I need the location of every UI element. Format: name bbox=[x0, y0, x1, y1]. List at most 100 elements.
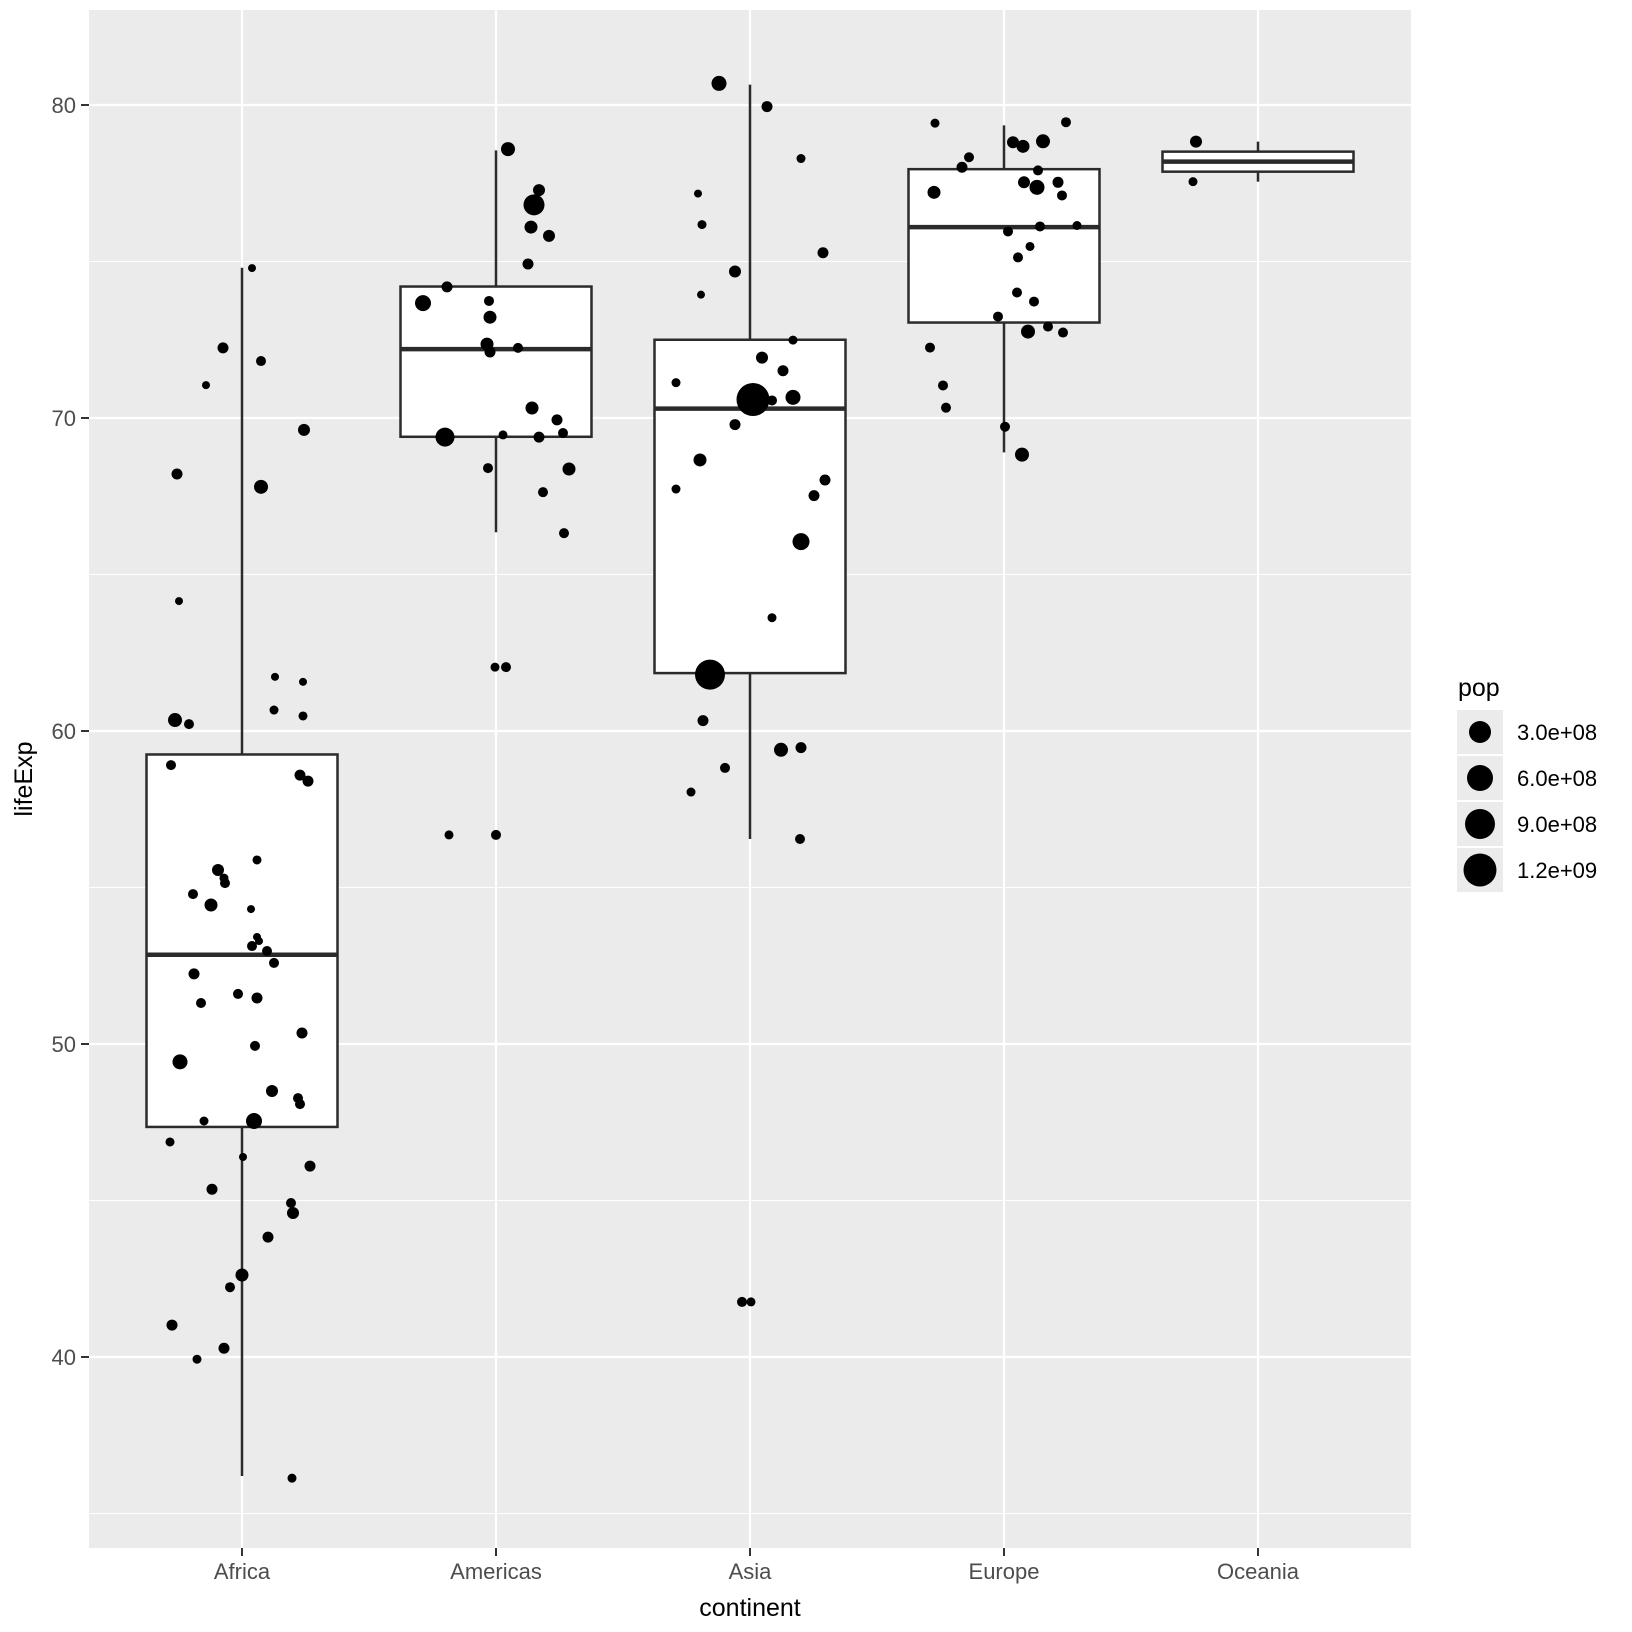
legend-key-label: 6.0e+08 bbox=[1517, 766, 1597, 791]
data-point bbox=[1058, 327, 1068, 338]
data-point bbox=[483, 310, 497, 324]
box-iqr bbox=[399, 285, 593, 439]
data-point bbox=[295, 1099, 305, 1110]
data-point bbox=[196, 997, 206, 1008]
data-point bbox=[1043, 321, 1053, 332]
data-point bbox=[1190, 135, 1202, 148]
data-point bbox=[737, 1296, 747, 1307]
data-point bbox=[250, 1040, 260, 1051]
data-point bbox=[204, 898, 218, 912]
data-point bbox=[938, 380, 948, 391]
legend-key-circle bbox=[1467, 765, 1493, 791]
data-point bbox=[686, 787, 696, 797]
data-point bbox=[269, 957, 279, 968]
x-tick-label-Africa: Africa bbox=[214, 1559, 271, 1584]
box-iqr bbox=[145, 753, 339, 1129]
legend-key-label: 9.0e+08 bbox=[1517, 812, 1597, 837]
data-point bbox=[217, 342, 229, 354]
x-tick-label-Oceania: Oceania bbox=[1217, 1559, 1300, 1584]
x-tick-label-Asia: Asia bbox=[729, 1559, 773, 1584]
data-point bbox=[543, 229, 555, 242]
data-point bbox=[695, 659, 725, 690]
data-point bbox=[993, 311, 1003, 322]
data-point bbox=[225, 1282, 235, 1293]
data-point bbox=[484, 295, 494, 306]
data-point bbox=[166, 760, 176, 771]
data-point bbox=[941, 402, 951, 413]
data-point bbox=[298, 711, 308, 721]
data-point bbox=[484, 346, 496, 358]
data-point bbox=[298, 423, 310, 436]
data-point bbox=[1013, 252, 1023, 263]
data-point bbox=[165, 1137, 175, 1147]
data-point bbox=[767, 395, 777, 406]
data-point bbox=[206, 1183, 218, 1195]
data-point bbox=[551, 414, 563, 426]
data-point bbox=[262, 1231, 274, 1243]
data-point bbox=[262, 946, 272, 957]
data-point bbox=[490, 662, 500, 672]
data-point bbox=[1000, 421, 1010, 432]
data-point bbox=[171, 468, 183, 480]
data-point bbox=[296, 1027, 308, 1039]
data-point bbox=[1015, 447, 1029, 462]
data-point bbox=[251, 992, 263, 1004]
data-point bbox=[785, 389, 801, 405]
data-point bbox=[266, 1084, 278, 1097]
data-point bbox=[1018, 176, 1030, 189]
data-point bbox=[795, 833, 805, 844]
data-point bbox=[524, 220, 538, 234]
data-point bbox=[671, 484, 681, 494]
box-iqr bbox=[653, 338, 847, 675]
data-point bbox=[525, 401, 539, 415]
legend-key-circle bbox=[1469, 721, 1491, 743]
data-point bbox=[736, 383, 770, 417]
data-point bbox=[1007, 136, 1019, 149]
data-point bbox=[239, 1152, 247, 1161]
data-point bbox=[188, 889, 198, 900]
y-tick-label: 70 bbox=[52, 406, 76, 431]
data-point bbox=[819, 474, 831, 486]
data-point bbox=[817, 247, 829, 259]
data-point bbox=[756, 351, 768, 364]
data-point bbox=[796, 154, 806, 164]
points-Americas bbox=[415, 142, 576, 840]
data-point bbox=[746, 1297, 756, 1307]
data-point bbox=[184, 719, 194, 730]
data-point bbox=[1021, 324, 1035, 339]
data-point bbox=[235, 1268, 249, 1282]
data-point bbox=[533, 184, 545, 197]
data-point bbox=[925, 342, 935, 353]
y-tick-label: 50 bbox=[52, 1032, 76, 1057]
data-point bbox=[513, 342, 523, 353]
data-point bbox=[192, 1354, 202, 1364]
data-point bbox=[254, 479, 268, 494]
data-point bbox=[1025, 241, 1035, 251]
points-Oceania bbox=[1188, 135, 1202, 187]
data-point bbox=[777, 365, 789, 377]
data-point bbox=[559, 528, 569, 539]
data-point bbox=[927, 185, 941, 199]
boxplot-Europe bbox=[907, 125, 1101, 453]
legend-key-label: 3.0e+08 bbox=[1517, 720, 1597, 745]
data-point bbox=[711, 75, 727, 91]
data-point bbox=[774, 742, 788, 757]
data-point bbox=[166, 1319, 178, 1331]
box-iqr bbox=[907, 167, 1101, 324]
data-point bbox=[220, 878, 230, 889]
data-point bbox=[1029, 296, 1039, 307]
data-point bbox=[168, 713, 182, 728]
data-point bbox=[172, 1054, 188, 1070]
data-point bbox=[483, 463, 493, 474]
data-point bbox=[671, 378, 681, 388]
data-point bbox=[558, 428, 568, 439]
data-point bbox=[1057, 190, 1067, 201]
data-point bbox=[199, 1116, 209, 1126]
data-point bbox=[287, 1473, 297, 1483]
x-tick-label-Europe: Europe bbox=[969, 1559, 1040, 1584]
data-point bbox=[444, 830, 454, 840]
data-point bbox=[795, 742, 807, 754]
data-point bbox=[286, 1198, 296, 1209]
data-point bbox=[202, 381, 210, 390]
